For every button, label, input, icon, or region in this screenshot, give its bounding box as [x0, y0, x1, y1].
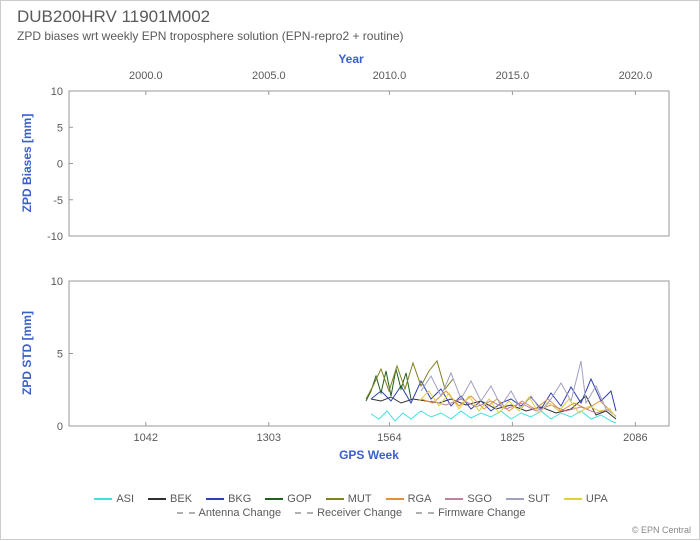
legend-item-bkg: BKG — [206, 493, 251, 505]
svg-text:2005.0: 2005.0 — [252, 70, 286, 82]
legend-item-asi: ASI — [94, 493, 134, 505]
top-axis-label: Year — [338, 52, 364, 66]
bottom-ticks: 1042 1303 1564 1825 2086 — [134, 422, 648, 444]
copyright: © EPN Central — [632, 525, 691, 535]
svg-text:10: 10 — [51, 276, 63, 288]
svg-text:2015.0: 2015.0 — [496, 70, 530, 82]
legend-item-receiver-change: Receiver Change — [295, 507, 402, 519]
svg-text:1303: 1303 — [257, 432, 281, 444]
legend-item-bek: BEK — [148, 493, 192, 505]
legend-item-mut: MUT — [326, 493, 372, 505]
svg-text:-5: -5 — [53, 195, 63, 207]
panel2-ylabel: ZPD STD [mm] — [20, 311, 34, 395]
svg-text:0: 0 — [57, 421, 63, 433]
bottom-axis-label: GPS Week — [339, 448, 399, 462]
legend-item-upa: UPA — [564, 493, 608, 505]
svg-text:2020.0: 2020.0 — [619, 70, 653, 82]
chart-svg: Year 2000.02005.02010.02015.02020.0 -10-… — [1, 1, 700, 541]
svg-text:5: 5 — [57, 349, 63, 361]
panel2: 0 5 10 ZPD STD [mm] — [20, 276, 669, 433]
svg-text:1564: 1564 — [377, 432, 401, 444]
svg-text:2010.0: 2010.0 — [373, 70, 407, 82]
legend-item-antenna-change: Antenna Change — [177, 507, 282, 519]
svg-text:1825: 1825 — [500, 432, 524, 444]
svg-text:5: 5 — [57, 122, 63, 134]
chart-container: DUB200HRV 11901M002 ZPD biases wrt weekl… — [0, 0, 700, 540]
panel1: -10 -5 0 5 10 ZPD Biases [mm] — [20, 86, 669, 243]
svg-text:10: 10 — [51, 86, 63, 98]
svg-text:0: 0 — [57, 159, 63, 171]
legend-item-sut: SUT — [506, 493, 550, 505]
legend-item-rga: RGA — [386, 493, 432, 505]
legend-item-gop: GOP — [265, 493, 311, 505]
svg-text:2000.0: 2000.0 — [129, 70, 163, 82]
legend-item-sgo: SGO — [445, 493, 491, 505]
legend: ASI BEK BKG GOP MUT RGA SGO SUT UPA Antenna Chan… — [1, 493, 700, 521]
panel1-ylabel: ZPD Biases [mm] — [20, 114, 34, 213]
svg-text:2086: 2086 — [623, 432, 647, 444]
svg-text:1042: 1042 — [134, 432, 158, 444]
svg-text:-10: -10 — [47, 231, 63, 243]
legend-item-firmware-change: Firmware Change — [416, 507, 525, 519]
